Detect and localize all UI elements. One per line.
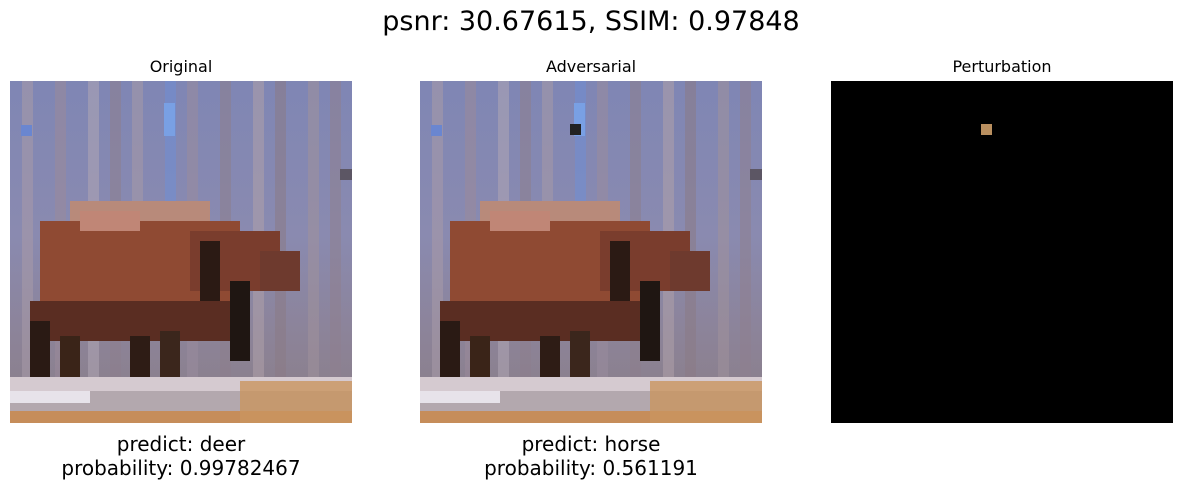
figure-title: psnr: 30.67615, SSIM: 0.97848 bbox=[382, 6, 800, 37]
caption-adversarial: predict: horse probability: 0.561191 bbox=[381, 432, 801, 480]
adversarial-pixel bbox=[570, 124, 581, 135]
perturbation-pixel bbox=[981, 124, 992, 135]
caption-original: predict: deer probability: 0.99782467 bbox=[0, 432, 391, 480]
panel-title-original: Original bbox=[149, 57, 213, 76]
original-image bbox=[10, 81, 352, 423]
predict-label-adversarial: predict: horse bbox=[521, 432, 661, 456]
predict-label-original: predict: deer bbox=[116, 432, 246, 456]
panel-title-perturbation: Perturbation bbox=[952, 57, 1052, 76]
probability-label-adversarial: probability: 0.561191 bbox=[484, 456, 698, 480]
adversarial-image bbox=[420, 81, 762, 423]
perturbation-image bbox=[831, 81, 1173, 423]
panel-title-adversarial: Adversarial bbox=[545, 57, 637, 76]
probability-label-original: probability: 0.99782467 bbox=[61, 456, 301, 480]
